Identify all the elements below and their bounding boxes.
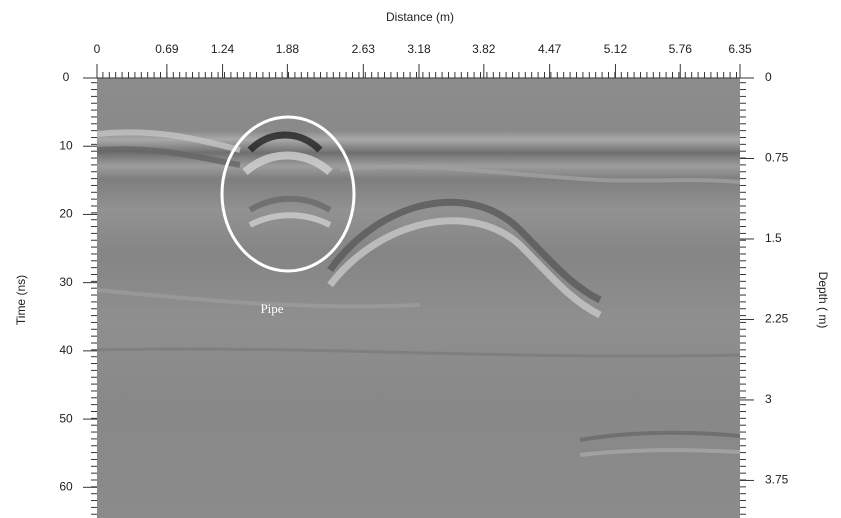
y2-tick-label: 3.75 bbox=[765, 473, 789, 487]
y2-tick-label: 2.25 bbox=[765, 312, 789, 326]
y-tick-label: 10 bbox=[59, 138, 73, 152]
y2-tick-label: 0.75 bbox=[765, 151, 789, 165]
reflections bbox=[96, 129, 741, 457]
y2-tick-label: 0 bbox=[765, 70, 772, 84]
x-tick-label: 2.63 bbox=[352, 42, 376, 56]
x-tick-label: 3.82 bbox=[472, 42, 496, 56]
x-tick-label: 0 bbox=[94, 42, 101, 56]
y-tick-label: 30 bbox=[59, 275, 73, 289]
highlight-ellipse bbox=[220, 115, 356, 273]
y-tick-label: 50 bbox=[59, 411, 73, 425]
x-tick-label: 0.69 bbox=[155, 42, 179, 56]
x-tick-label: 5.12 bbox=[604, 42, 628, 56]
y-axis-label: Time (ns) bbox=[14, 275, 28, 325]
annotation: Pipe bbox=[260, 301, 283, 316]
x-tick-label: 3.18 bbox=[407, 42, 431, 56]
x-tick-label: 4.47 bbox=[538, 42, 562, 56]
y2-axis-label: Depth ( m) bbox=[816, 272, 830, 329]
y-tick-label: 20 bbox=[59, 207, 73, 221]
x-tick-label: 6.35 bbox=[728, 42, 752, 56]
minor-ticks bbox=[91, 78, 97, 518]
minor-ticks bbox=[97, 72, 740, 78]
x-axis-label: Distance (m) bbox=[386, 10, 454, 24]
y-tick-label: 0 bbox=[63, 70, 70, 84]
y2-tick-label: 1.5 bbox=[765, 231, 782, 245]
x-tick-label: 1.24 bbox=[211, 42, 235, 56]
x-tick-label: 1.88 bbox=[276, 42, 300, 56]
y-tick-label: 40 bbox=[59, 343, 73, 357]
y-tick-label: 60 bbox=[59, 479, 73, 493]
y2-tick-label: 3 bbox=[765, 392, 772, 406]
minor-ticks bbox=[740, 78, 746, 518]
x-tick-label: 5.76 bbox=[669, 42, 693, 56]
